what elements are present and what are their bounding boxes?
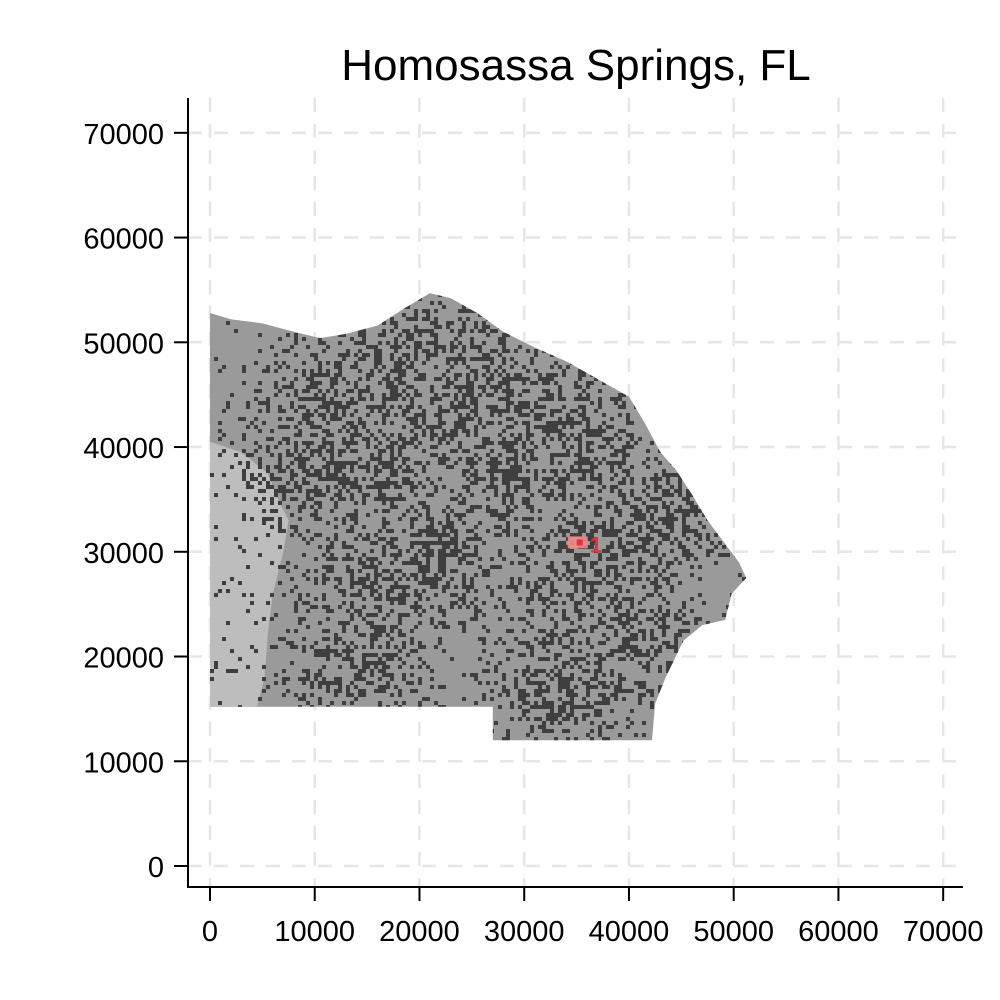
x-tick-label-5: 50000: [693, 916, 774, 948]
axes: [187, 98, 963, 888]
x-tick-label-3: 30000: [484, 916, 565, 948]
x-tick-label-0: 0: [202, 916, 218, 948]
y-tick-label-2: 20000: [83, 643, 164, 675]
map-region: [210, 293, 747, 741]
y-tick-label-6: 60000: [83, 224, 164, 256]
y-tick-label-0: 0: [148, 852, 164, 884]
y-tick-label-3: 30000: [83, 538, 164, 570]
x-tick-label-7: 70000: [903, 916, 984, 948]
marker-label-0: 1: [590, 532, 602, 557]
x-tick-label-2: 20000: [379, 916, 460, 948]
y-tick-label-1: 10000: [83, 747, 164, 779]
x-tick-label-4: 40000: [589, 916, 670, 948]
marker-point-0: [576, 539, 583, 546]
y-tick-label-7: 70000: [83, 119, 164, 151]
light-patch-0: [210, 441, 289, 707]
y-tick-label-4: 40000: [83, 433, 164, 465]
axis-ticks: 0 10000 20000 30000 40000 50000 60000 70000 0 100…: [83, 119, 983, 948]
chart-title: Homosassa Springs, FL: [341, 41, 811, 90]
x-tick-label-6: 60000: [798, 916, 879, 948]
x-tick-label-1: 10000: [274, 916, 355, 948]
y-tick-label-5: 50000: [83, 328, 164, 360]
map-markers: 1: [567, 532, 602, 557]
